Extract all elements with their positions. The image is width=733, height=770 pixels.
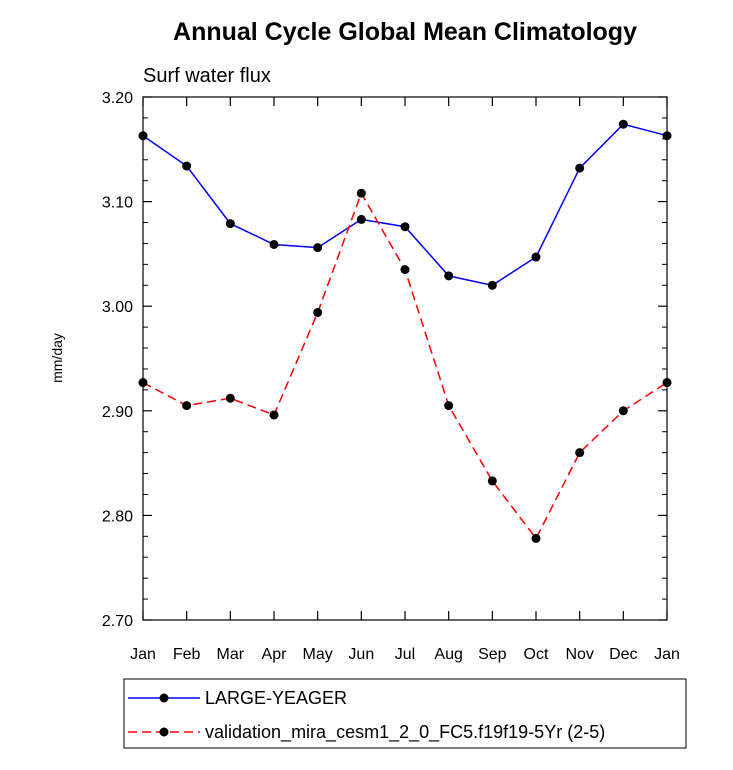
data-point [225, 219, 235, 229]
data-point [225, 393, 235, 403]
x-tick-label: Jul [395, 646, 415, 663]
x-tick-label: Jan [654, 646, 680, 663]
legend-label-0: LARGE-YEAGER [205, 688, 347, 708]
series-line-1 [142, 191, 668, 540]
x-tick-label: Dec [609, 646, 637, 663]
y-tick-label: 2.90 [102, 404, 133, 421]
axis-ticks: 2.70 2.80 2.90 3.00 3.10 3.20 Jan Feb Mar Apr May J… [102, 90, 680, 663]
data-point [400, 265, 410, 275]
x-tick-label: Apr [262, 646, 288, 663]
legend: LARGE-YEAGER validation_mira_cesm1_2_0_FC… [128, 688, 605, 743]
series-layer [138, 119, 672, 543]
data-point [400, 222, 410, 232]
x-tick-label: Mar [217, 646, 245, 663]
x-tick-label: Aug [434, 646, 462, 663]
data-point [269, 239, 279, 249]
data-point [618, 406, 628, 416]
data-point [313, 243, 323, 253]
x-tick-label: Jan [130, 646, 156, 663]
x-tick-label: Nov [565, 646, 593, 663]
chart-subtitle: Surf water flux [143, 65, 271, 87]
y-axis-label: mm/day [49, 333, 65, 383]
y-tick-label: 3.10 [102, 195, 133, 212]
data-point [182, 401, 192, 411]
x-tick-label: Jun [348, 646, 374, 663]
data-point [618, 119, 628, 129]
plot-frame [142, 96, 668, 621]
legend-label-1: validation_mira_cesm1_2_0_FC5.f19f19-5Yr… [205, 722, 605, 743]
legend-marker [159, 693, 169, 703]
chart-title: Annual Cycle Global Mean Climatology [173, 18, 637, 46]
data-point [444, 271, 454, 281]
x-tick-label: Sep [478, 646, 507, 663]
data-point [138, 131, 148, 141]
data-point [138, 378, 148, 388]
data-point [575, 448, 585, 458]
data-point [444, 401, 454, 411]
series-line-0 [142, 123, 668, 287]
x-tick-label: May [303, 646, 333, 663]
data-point [531, 533, 541, 543]
x-tick-label: Feb [173, 646, 201, 663]
data-point [356, 188, 366, 198]
data-point [487, 476, 497, 486]
data-point [662, 131, 672, 141]
data-point [313, 307, 323, 317]
legend-marker [159, 727, 169, 737]
data-point [531, 252, 541, 262]
y-tick-label: 2.70 [102, 613, 133, 630]
data-point [182, 161, 192, 171]
data-point [356, 214, 366, 224]
data-point [575, 163, 585, 173]
y-tick-label: 3.20 [102, 90, 133, 107]
y-tick-label: 2.80 [102, 508, 133, 525]
data-point [662, 378, 672, 388]
data-point [269, 410, 279, 420]
data-point [487, 280, 497, 290]
x-tick-label: Oct [524, 646, 549, 663]
y-tick-label: 3.00 [102, 299, 133, 316]
legend-frame [123, 678, 687, 749]
